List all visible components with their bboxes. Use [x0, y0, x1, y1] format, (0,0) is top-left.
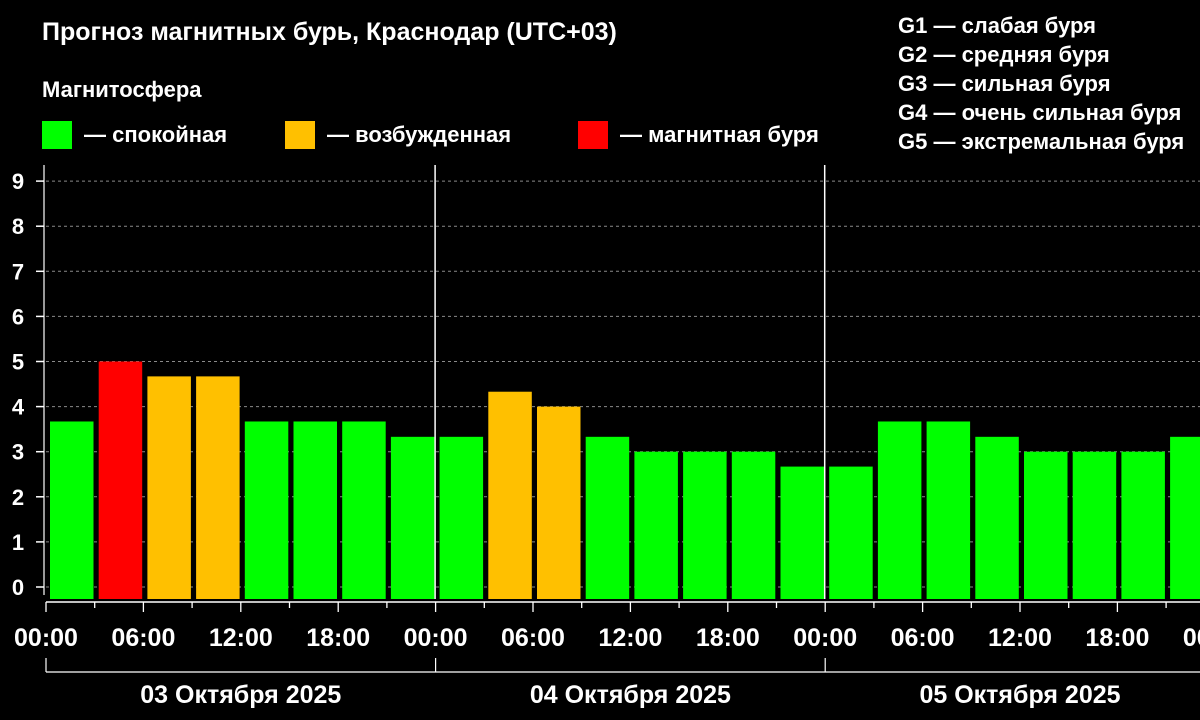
y-tick-label: 4 — [12, 395, 25, 420]
x-tick-label: 18:00 — [1085, 624, 1149, 652]
bar-15 — [780, 466, 824, 599]
bar-20 — [1024, 451, 1068, 599]
g-scale-item-g5: G5 — экстремальная буря — [898, 129, 1185, 154]
bar-6 — [342, 421, 386, 599]
bar-10 — [537, 406, 581, 599]
legend-label-excited: — возбужденная — [327, 122, 512, 147]
x-axis: 00:00 06:00 12:00 18:00 00:00 06:00 12:00 18:00… — [14, 601, 1200, 652]
g-scale-legend: G1 — слабая буря G2 — средняя буря G3 — … — [898, 11, 1184, 156]
x-tick-label: 12:00 — [988, 624, 1052, 652]
x-tick-label: 12:00 — [598, 624, 662, 652]
y-tick-label: 7 — [12, 259, 24, 284]
bar-14 — [731, 451, 776, 599]
legend-label-calm: — спокойная — [84, 122, 228, 147]
y-axis-ticks: 0 1 2 3 4 5 6 7 8 9 — [12, 165, 45, 600]
y-tick-label: 9 — [12, 169, 24, 194]
legend-swatch-excited — [285, 121, 315, 149]
x-tick-label: 00:00 — [793, 624, 857, 652]
day-label: 04 Октября 2025 — [530, 681, 731, 709]
bar-23 — [1170, 436, 1200, 599]
y-tick-label: 2 — [12, 485, 24, 510]
bar-7 — [390, 436, 435, 599]
x-tick-label: 12:00 — [209, 624, 273, 652]
bar-1 — [98, 361, 143, 599]
x-tick-label: 06:00 — [501, 624, 565, 652]
y-tick-label: 8 — [12, 214, 24, 239]
y-tick-label: 3 — [12, 440, 24, 465]
bar-12 — [634, 451, 678, 599]
bar-13 — [683, 451, 727, 599]
bar-8 — [439, 436, 484, 599]
x-tick-label: 00:00 — [14, 624, 78, 652]
bar-17 — [877, 421, 922, 599]
bar-11 — [585, 436, 630, 599]
legend-item-excited: — возбужденная — [285, 121, 511, 149]
g-scale-item-g3: G3 — сильная буря — [898, 71, 1111, 96]
bar-22 — [1121, 451, 1165, 599]
chart-title: Прогноз магнитных бурь, Краснодар (UTC+0… — [42, 18, 617, 46]
day-labels: 03 Октября 2025 04 Октября 2025 05 Октября… — [45, 658, 1200, 709]
y-tick-label: 1 — [12, 530, 24, 555]
x-tick-label: 06:00 — [111, 624, 175, 652]
bar-0 — [50, 421, 94, 599]
bar-5 — [293, 421, 337, 599]
x-tick-label: 18:00 — [696, 624, 760, 652]
bar-9 — [488, 391, 532, 599]
bar-21 — [1072, 451, 1117, 599]
g-scale-item-g1: G1 — слабая буря — [898, 13, 1097, 38]
legend-item-storm: — магнитная буря — [578, 121, 819, 149]
bars — [50, 361, 1200, 599]
bar-3 — [196, 376, 240, 599]
y-tick-label: 5 — [12, 350, 24, 375]
g-scale-item-g4: G4 — очень сильная буря — [898, 100, 1182, 125]
x-tick-label: 18:00 — [306, 624, 370, 652]
day-label: 05 Октября 2025 — [919, 681, 1120, 709]
bar-16 — [829, 466, 873, 599]
legend-heading: Магнитосфера — [42, 77, 202, 102]
x-tick-label: 00:00 — [1183, 624, 1200, 652]
bar-18 — [926, 421, 971, 599]
y-tick-label: 0 — [12, 575, 24, 600]
y-tick-label: 6 — [12, 304, 24, 329]
bar-4 — [244, 421, 289, 599]
legend-swatch-storm — [578, 121, 608, 149]
legend-label-storm: — магнитная буря — [620, 122, 819, 147]
g-scale-item-g2: G2 — средняя буря — [898, 42, 1110, 67]
x-tick-label: 06:00 — [891, 624, 955, 652]
bar-2 — [147, 376, 191, 599]
day-dividers — [434, 165, 826, 599]
legend-item-calm: — спокойная — [42, 121, 227, 149]
legend-swatch-calm — [42, 121, 72, 149]
x-tick-label: 00:00 — [404, 624, 468, 652]
day-label: 03 Октября 2025 — [140, 681, 341, 709]
bar-19 — [975, 436, 1019, 599]
